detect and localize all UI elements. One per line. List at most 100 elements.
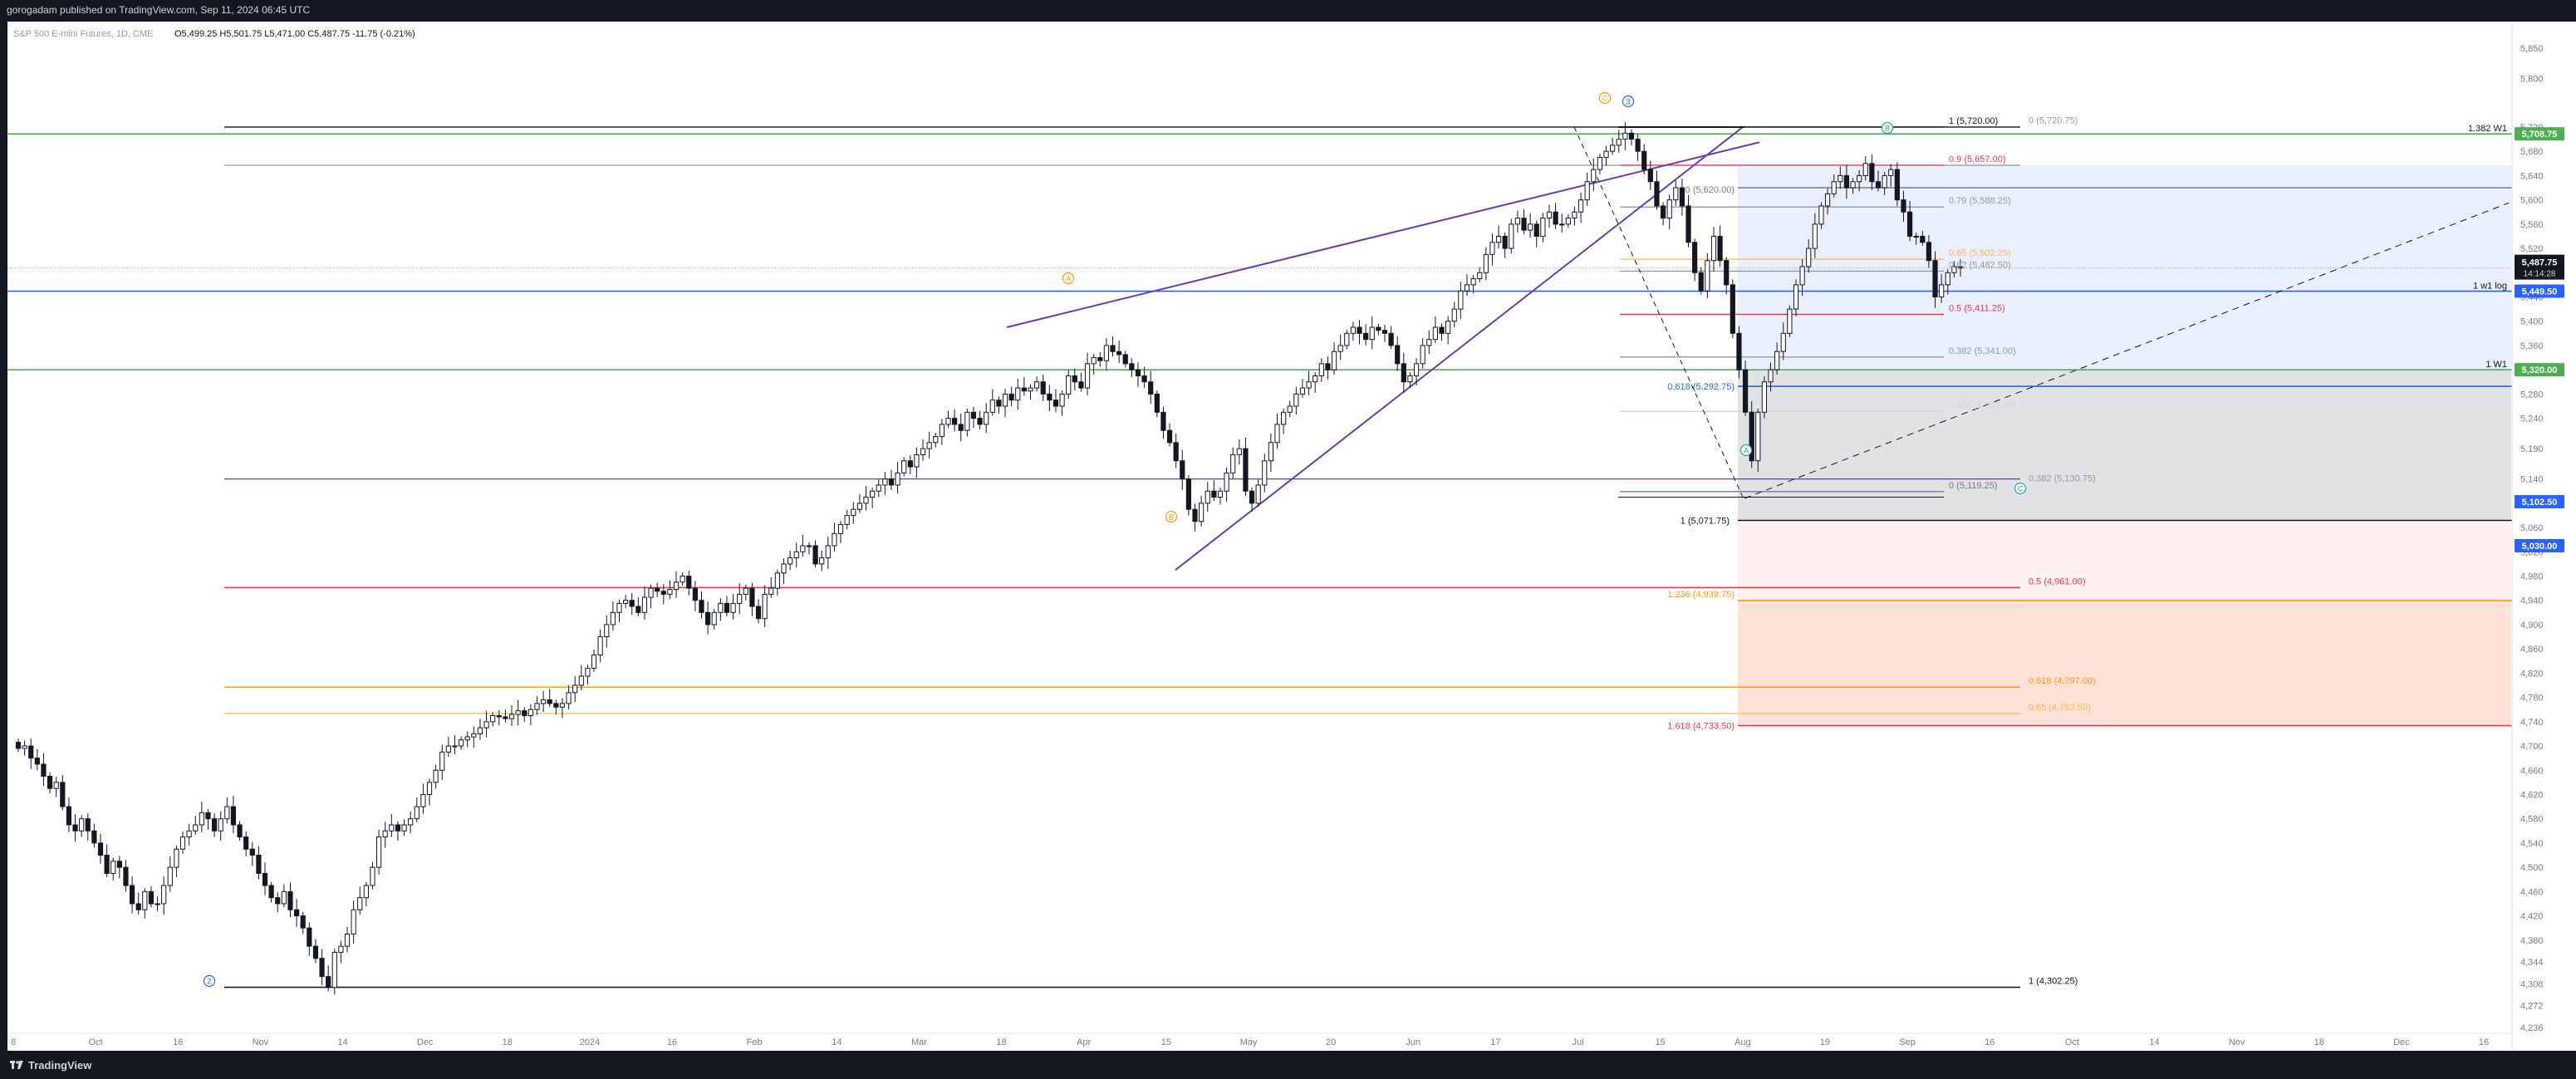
candle-body xyxy=(452,745,458,748)
price-tick: 5,560 xyxy=(2520,220,2544,230)
time-tick: 16 xyxy=(667,1037,677,1047)
candle xyxy=(1281,408,1287,434)
candle xyxy=(496,709,502,726)
candle-body xyxy=(91,830,97,844)
candle-body xyxy=(1103,345,1109,361)
price-tick: 4,820 xyxy=(2520,669,2544,679)
fib-left-label: 1.236 (4,939.75) xyxy=(1667,590,1735,600)
candle-body xyxy=(534,703,540,710)
candle xyxy=(1325,356,1331,380)
candle xyxy=(623,595,629,609)
candle-body xyxy=(1761,381,1768,413)
candle-body xyxy=(155,903,160,905)
fib-mid-label: 0.65 (5,502.25) xyxy=(1949,248,2011,258)
candle xyxy=(1495,225,1502,249)
candle xyxy=(680,572,685,586)
candle-body xyxy=(762,593,768,620)
candle xyxy=(1736,326,1742,379)
fib-mid-label: 0.62 (5,482.50) xyxy=(1949,260,2011,270)
candle-body xyxy=(926,442,932,449)
candle xyxy=(249,841,255,866)
price-axis[interactable]: 5,8505,8005,7205,6805,6405,6005,5605,520… xyxy=(2515,44,2564,1033)
time-tick: 16 xyxy=(1985,1037,1995,1047)
time-axis[interactable]: 8 Oct 16 Nov 14 Dec 18 2024 16 Feb 14 Mar 18 Apr 15 May… xyxy=(11,1037,2489,1047)
candle xyxy=(1205,482,1210,513)
candle-body xyxy=(1066,375,1072,395)
candle xyxy=(1363,324,1369,346)
candle-body xyxy=(1180,460,1185,480)
candle xyxy=(945,410,951,429)
candle-body xyxy=(1008,393,1014,401)
candle-body xyxy=(1641,150,1647,170)
wave-text: B xyxy=(1885,125,1890,133)
candle xyxy=(1008,386,1014,406)
candle-body xyxy=(1502,235,1508,249)
candle-body xyxy=(1173,442,1179,462)
price-tick: 4,272 xyxy=(2520,1002,2544,1012)
candle-body xyxy=(1122,354,1128,365)
candle-body xyxy=(610,611,616,625)
candle-body xyxy=(483,721,489,728)
price-tag-text: 5,708.75 xyxy=(2522,130,2558,140)
candle-series[interactable] xyxy=(15,122,1964,995)
candle xyxy=(1357,320,1362,345)
candle-body xyxy=(1603,150,1609,158)
candle xyxy=(1906,201,1913,242)
candle xyxy=(452,734,458,755)
candle-body xyxy=(863,497,869,504)
candle xyxy=(1173,433,1179,468)
candle xyxy=(300,912,306,934)
candle-body xyxy=(1015,387,1021,401)
candle xyxy=(205,809,211,830)
price-chart[interactable]: 0 (5,620.00) 0.618 (5,292.75) 1 (5,071.75)… xyxy=(7,22,2576,1051)
candle xyxy=(1901,190,1906,222)
time-tick: 15 xyxy=(1161,1037,1171,1047)
candle xyxy=(1381,325,1388,342)
candle-body xyxy=(578,675,584,686)
candle-body xyxy=(351,909,356,935)
candle xyxy=(1268,433,1273,472)
candle xyxy=(1565,214,1571,228)
candle xyxy=(1401,352,1406,393)
candle-body xyxy=(901,460,907,473)
candle-body xyxy=(1420,345,1425,365)
tradingview-logo[interactable]: TradingView xyxy=(10,1057,91,1072)
candle xyxy=(1445,316,1451,345)
candle-body xyxy=(1932,260,1938,297)
last-price-tag: 5,487.75 14:14:28 xyxy=(2515,254,2564,280)
candle xyxy=(1875,170,1882,192)
candle-body xyxy=(110,861,116,874)
candle-body xyxy=(800,545,806,552)
candle-body xyxy=(1262,460,1268,486)
candle xyxy=(262,862,268,895)
candle xyxy=(1040,375,1046,402)
price-tag-box xyxy=(2515,284,2564,298)
candle-body xyxy=(635,606,641,613)
candle-body xyxy=(1185,478,1191,510)
candle-body xyxy=(1850,181,1856,189)
wave-text: B xyxy=(1169,513,1174,522)
candle xyxy=(268,881,274,903)
candle xyxy=(382,822,388,848)
candle-body xyxy=(1439,326,1445,334)
fib-right-label: 0.5 (4,961.00) xyxy=(2029,576,2086,586)
wave-circle xyxy=(1739,444,1753,457)
candle xyxy=(1957,259,1964,277)
last-price-countdown: 14:14:28 xyxy=(2524,270,2556,279)
candle xyxy=(547,689,552,708)
candle-body xyxy=(667,589,673,595)
candle xyxy=(964,408,970,437)
candle-body xyxy=(116,861,122,868)
candle xyxy=(907,455,913,474)
candle-body xyxy=(1710,235,1717,262)
candle xyxy=(439,744,445,780)
fib-zone-lower xyxy=(1738,520,2511,601)
candle-body xyxy=(1533,223,1539,237)
fib-right-label: 1 (4,302.25) xyxy=(2029,977,2078,987)
candle xyxy=(1824,188,1831,215)
candle-body xyxy=(1660,205,1666,219)
candle-body xyxy=(1577,199,1584,213)
candle-body xyxy=(1528,223,1533,231)
candle xyxy=(1337,334,1343,360)
candle xyxy=(1052,389,1059,413)
